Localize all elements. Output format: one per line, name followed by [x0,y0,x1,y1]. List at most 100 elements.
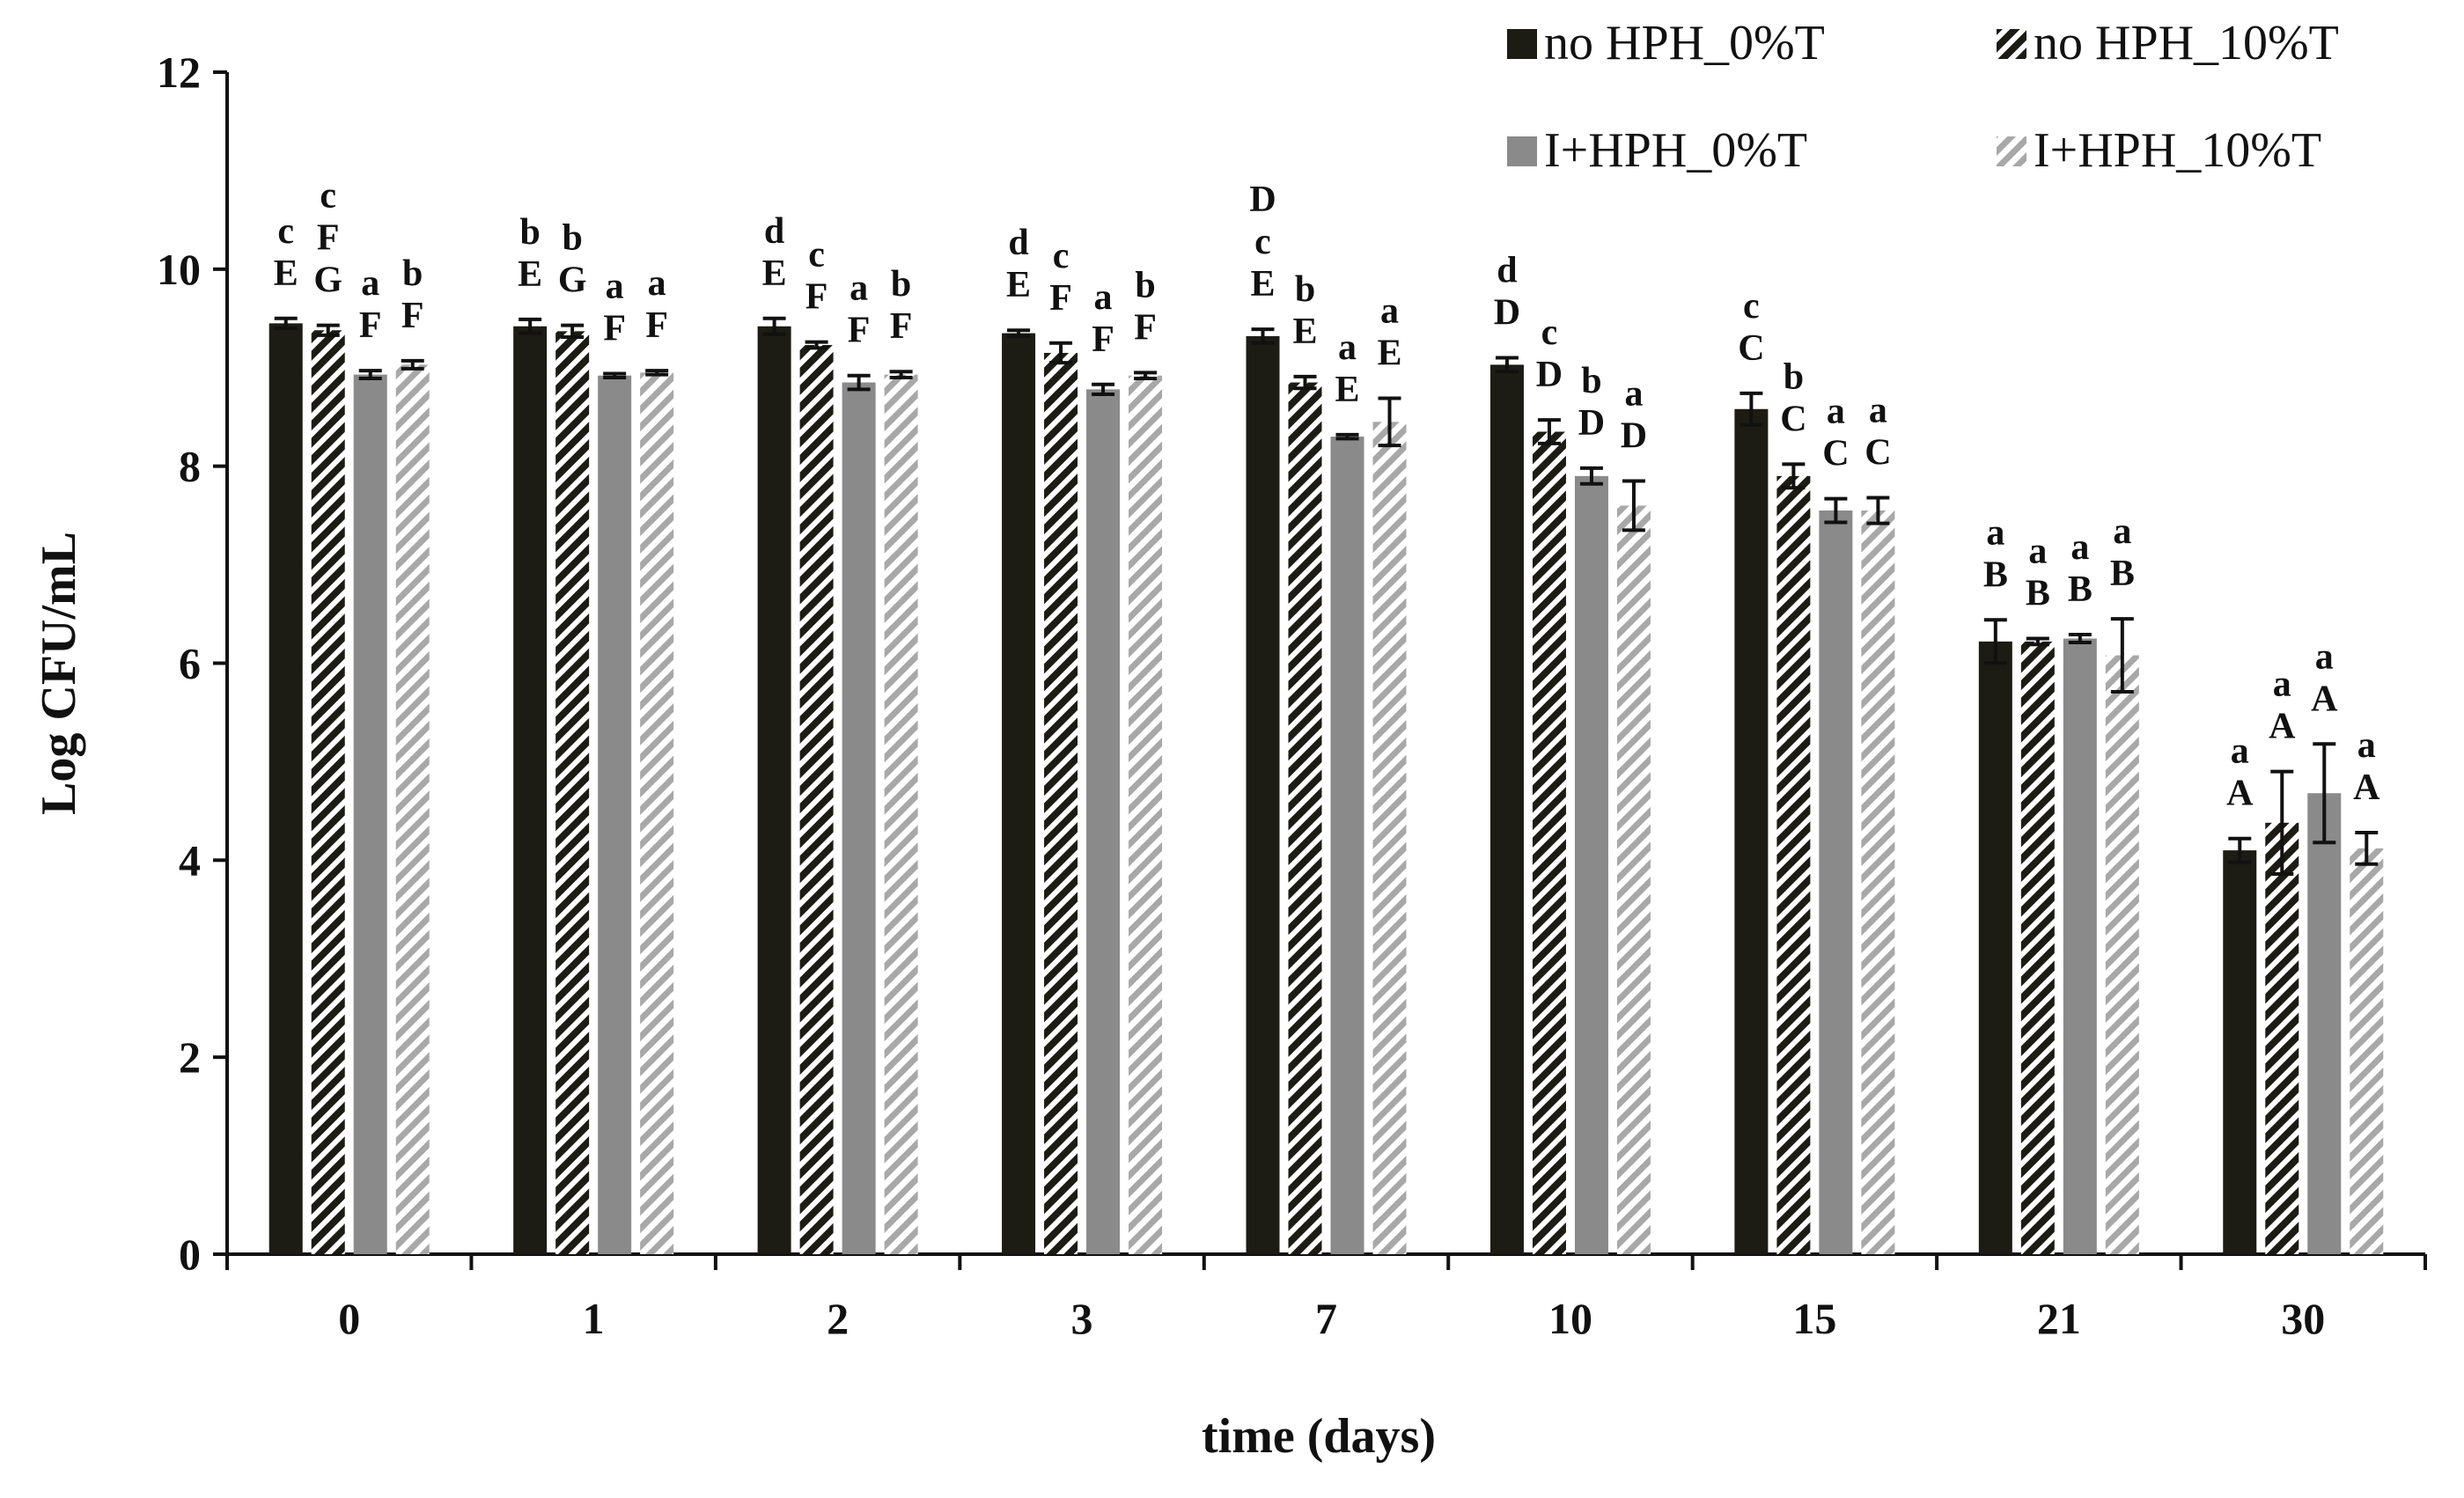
group-letter-upper: E [1377,333,1401,373]
group-letter-upper: G [313,261,342,301]
group-letter-upper: C [1865,432,1891,473]
group-letter-lower: d [764,211,784,252]
group-letter-upper: B [2026,574,2050,614]
y-tick-label: 2 [179,1032,201,1082]
group-letter-upper: A [2353,767,2380,808]
group-letter-lower: a [1380,290,1399,331]
bar [513,326,548,1254]
group-letter-lower: a [1869,390,1887,430]
group-letter-upper: C [1738,328,1764,369]
y-tick-label: 6 [179,639,201,688]
group-letter-upper: F [848,311,871,351]
legend-swatch [1507,136,1537,166]
x-tick-label: 30 [2281,1294,2325,1343]
x-tick-label: 21 [2037,1294,2081,1343]
bar [757,326,791,1254]
group-letter-lower: D [1249,180,1276,220]
group-letter-lower: a [2315,636,2334,677]
significance-labels: EcEbEdEdEcDDdCcBaAaGFcGbFcFcEbDcCbBaAaFa… [274,176,2380,814]
group-letter-upper: D [1621,415,1647,456]
group-letter-lower: a [361,263,379,304]
group-letter-upper: F [1092,319,1114,360]
group-letter-lower: a [2028,532,2047,572]
bar [1734,408,1769,1254]
y-tick-label: 8 [179,442,201,491]
legend-label: I+HPH_10%T [2034,123,2321,178]
group-letter-lower: a [2273,665,2291,705]
group-letter-lower: c [1053,236,1070,276]
group-letter-lower: b [1581,361,1601,401]
group-letter-lower: a [2231,731,2249,772]
bar [2265,822,2299,1254]
group-letter-upper: F [603,308,626,349]
group-letter-upper: B [2110,554,2135,594]
group-letter-upper: E [518,254,542,295]
legend-swatch [1997,29,2026,59]
group-letter-upper: D [1578,403,1605,444]
y-tick-label: 12 [157,48,201,97]
bar [1776,475,1811,1254]
bar [1246,335,1280,1255]
bar [555,331,590,1254]
y-tick-label: 0 [179,1230,201,1279]
bar [2350,848,2384,1254]
bar [1489,364,1524,1255]
bar [2063,638,2097,1254]
group-letter-lower: a [606,266,624,306]
legend-label: I+HPH_0%T [1544,123,1807,178]
bar [1978,641,2012,1254]
group-letter-lower: a [1094,277,1113,318]
x-tick-label: 1 [583,1294,605,1343]
bar [1129,375,1163,1254]
group-letter-lower: b [891,264,911,305]
group-letter-lower: b [1135,265,1155,305]
bar [2105,655,2139,1254]
group-letter-lower: a [1986,512,2004,553]
legend-swatch [1507,29,1537,59]
group-letter-lower: d [1497,251,1517,291]
group-letter-lower: F [317,218,340,259]
group-letter-upper: A [2226,774,2254,814]
bar [884,374,918,1254]
bar [1616,505,1651,1254]
bars [268,316,2384,1255]
group-letter-lower: b [562,218,582,259]
bar [353,374,387,1254]
legend-swatch [1997,136,2026,166]
group-letter-upper: D [1494,293,1520,334]
group-letter-upper: G [558,261,587,301]
group-letter-upper: F [805,277,828,318]
bar [2223,850,2257,1254]
bar [1861,510,1895,1254]
group-letter-lower: c [1254,222,1271,262]
y-tick-label: 4 [179,835,201,885]
x-axis-title: time (days) [1202,1409,1436,1464]
group-letter-lower: a [2113,511,2131,552]
bar [640,372,674,1254]
bar [1372,422,1407,1254]
bar [1819,510,1853,1254]
legend-label: no HPH_10%T [2034,16,2339,70]
group-letter-upper: E [762,253,787,294]
group-letter-upper: B [2068,569,2093,610]
bar [2020,641,2055,1254]
legend: no HPH_0%T no HPH_10%T I+HPH_0%T I+HPH_10%T [1507,16,2339,178]
bar [268,323,303,1255]
group-letter-lower: c [277,211,294,252]
group-letter-lower: b [519,212,540,253]
bar [799,345,834,1254]
bar [395,364,430,1255]
bar [1288,382,1322,1255]
group-letter-upper: F [645,305,668,346]
group-letter-upper: F [1134,307,1157,348]
legend-label: no HPH_0%T [1544,16,1825,70]
group-letter-lower: d [1008,223,1028,263]
y-tick-label: 10 [157,245,201,294]
bar [1330,437,1364,1254]
bar [311,330,345,1254]
group-letter-upper: E [1250,264,1275,305]
group-letter-upper: F [359,305,382,346]
group-letter-lower: a [2357,725,2376,766]
group-letter-upper: C [1780,399,1806,439]
bar [598,375,632,1254]
